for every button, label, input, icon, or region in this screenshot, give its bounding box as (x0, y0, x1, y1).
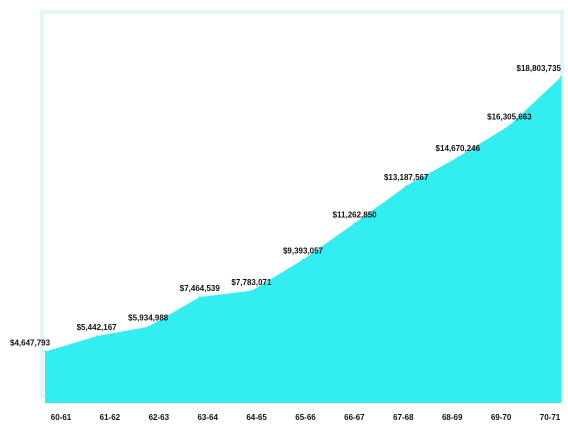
data-point-64-65 (250, 289, 253, 292)
data-label-63-64: $7,464,539 (180, 284, 221, 293)
data-point-62-63 (147, 325, 150, 328)
data-area (45, 77, 561, 403)
data-labels: $4,647,793 $5,442,167 $5,934,988 $7,464,539… (10, 64, 562, 348)
data-label-61-62: $5,442,167 (77, 323, 118, 332)
data-label-62-63: $5,934,988 (128, 314, 169, 323)
data-label-68-69: $14,670,246 (436, 144, 481, 153)
data-label-67-68: $13,187,567 (384, 173, 429, 182)
data-label-65-66: $9,393,057 (283, 247, 324, 256)
data-label-60-61: $4,647,793 (10, 339, 51, 348)
data-label-70-71: $18,803,735 (517, 64, 562, 73)
data-label-64-65: $7,783,071 (231, 278, 272, 287)
data-point-68-69 (456, 156, 459, 159)
x-tick-61-62: 61-62 (100, 413, 121, 422)
x-axis-tick-labels: 60-61 61-62 62-63 63-64 64-65 65-66 66-67 67-68… (51, 413, 561, 422)
x-tick-60-61: 60-61 (51, 413, 72, 422)
x-tick-69-70: 69-70 (491, 413, 512, 422)
x-tick-67-68: 67-68 (393, 413, 414, 422)
data-point-70-71 (560, 76, 562, 78)
x-tick-66-67: 66-67 (344, 413, 365, 422)
data-point-67-68 (405, 185, 408, 187)
data-point-60-61 (44, 350, 46, 353)
x-tick-64-65: 64-65 (246, 413, 267, 422)
data-point-61-62 (95, 335, 98, 338)
x-tick-70-71: 70-71 (540, 413, 561, 422)
data-label-69-70: $16,305,663 (487, 113, 532, 122)
x-tick-62-63: 62-63 (149, 413, 170, 422)
x-tick-63-64: 63-64 (197, 413, 218, 422)
data-point-66-67 (353, 222, 356, 225)
data-point-65-66 (302, 258, 304, 261)
data-point-69-70 (508, 124, 511, 127)
data-points (44, 76, 562, 353)
data-point-63-64 (198, 296, 201, 298)
x-tick-65-66: 65-66 (295, 413, 316, 422)
x-tick-68-69: 68-69 (442, 413, 463, 422)
data-label-66-67: $11,262,850 (333, 210, 378, 219)
